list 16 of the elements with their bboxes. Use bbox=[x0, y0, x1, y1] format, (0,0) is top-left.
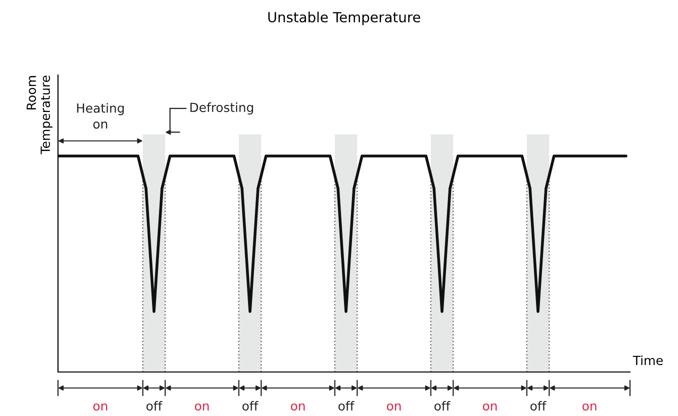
text: on bbox=[386, 403, 401, 411]
text: off bbox=[530, 400, 546, 411]
chart-title: Unstable Temperature bbox=[268, 12, 420, 26]
text: Heating on bbox=[77, 103, 124, 129]
text: off bbox=[338, 400, 354, 411]
x-axis-title: Time bbox=[632, 355, 663, 366]
text: off bbox=[434, 400, 450, 411]
text: Defrosting bbox=[190, 102, 254, 115]
text: off bbox=[242, 400, 258, 411]
text: on bbox=[582, 403, 596, 411]
text: on bbox=[482, 403, 497, 411]
y-axis-title: Room Temperature bbox=[26, 76, 52, 154]
text: on bbox=[194, 403, 209, 411]
text: on bbox=[93, 403, 108, 411]
text: off bbox=[146, 400, 162, 411]
text: on bbox=[290, 403, 305, 411]
